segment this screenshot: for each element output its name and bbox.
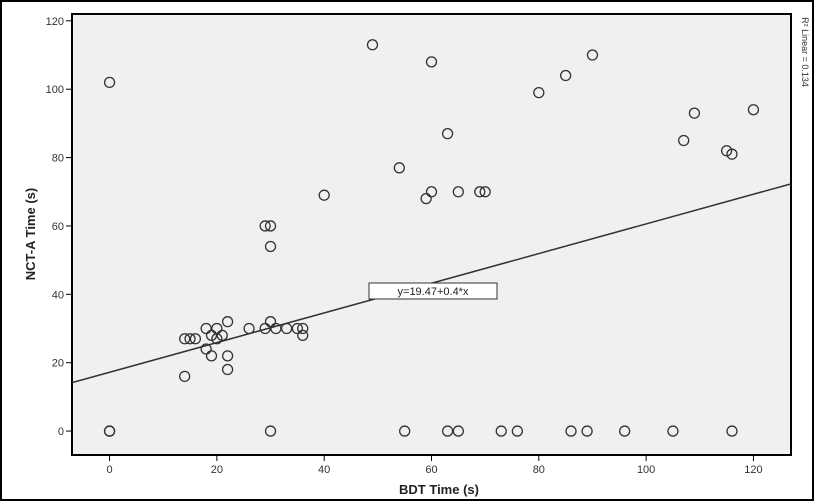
data-point — [318, 189, 330, 201]
data-point — [586, 49, 599, 61]
data-points — [103, 39, 760, 437]
plot-area — [71, 13, 792, 456]
data-point — [205, 350, 218, 362]
data-point — [280, 322, 293, 335]
data-point — [270, 322, 282, 335]
data-point — [264, 316, 277, 328]
data-point — [619, 425, 631, 437]
x-tick-label: 60 — [425, 464, 437, 476]
data-point — [259, 322, 271, 335]
x-tick-label: 20 — [211, 464, 223, 476]
data-point — [179, 370, 191, 383]
x-tick-label: 0 — [106, 464, 112, 476]
data-point — [425, 56, 438, 68]
data-point — [221, 363, 234, 376]
y-tick-label: 80 — [52, 153, 64, 165]
data-point — [420, 192, 432, 205]
data-point — [399, 425, 411, 437]
data-point — [441, 128, 454, 140]
y-tick-label: 60 — [52, 221, 64, 233]
data-point — [479, 186, 491, 198]
data-point — [243, 322, 255, 335]
equation-box — [368, 282, 498, 300]
data-point — [189, 333, 202, 345]
data-point — [565, 425, 577, 437]
data-point — [184, 333, 196, 345]
x-tick-label: 100 — [637, 464, 655, 476]
data-point — [581, 425, 593, 437]
y-tick-label: 40 — [52, 289, 64, 301]
data-point — [678, 134, 690, 147]
x-axis-ticks: 0 20 40 60 80 100 120 — [106, 455, 763, 476]
data-point — [474, 186, 486, 198]
data-point — [200, 322, 212, 335]
data-point — [297, 329, 309, 341]
data-point — [259, 220, 271, 232]
y-tick-label: 120 — [46, 16, 64, 28]
data-point — [452, 186, 464, 198]
data-point — [264, 425, 277, 437]
data-point — [688, 107, 701, 119]
data-point — [452, 425, 464, 437]
data-point — [221, 350, 234, 362]
data-point — [103, 425, 116, 437]
x-axis-title: BDT Time (s) — [399, 482, 479, 497]
y-tick-label: 20 — [52, 358, 64, 370]
data-point — [264, 240, 277, 253]
data-point — [179, 333, 191, 345]
data-point — [297, 322, 309, 335]
data-point — [366, 39, 379, 51]
y-tick-label: 0 — [58, 426, 64, 438]
data-point — [291, 322, 304, 335]
data-point — [393, 162, 405, 174]
data-point — [511, 425, 524, 437]
data-point — [264, 220, 277, 232]
data-point — [200, 343, 212, 355]
equation-label: y=19.47+0.4*x — [398, 286, 469, 298]
r-squared-label: R² Linear = 0.134 — [800, 17, 810, 87]
data-point — [425, 186, 438, 198]
data-point — [726, 425, 738, 437]
x-tick-label: 40 — [318, 464, 330, 476]
data-point — [216, 329, 228, 341]
data-point — [211, 322, 223, 335]
data-point — [533, 86, 545, 99]
data-point — [221, 316, 234, 328]
y-axis-ticks: 0 20 40 60 80 100 120 — [46, 16, 72, 438]
data-point — [726, 148, 738, 160]
x-tick-label: 120 — [744, 464, 762, 476]
data-point — [747, 104, 760, 116]
data-point — [441, 425, 454, 437]
x-tick-label: 80 — [533, 464, 545, 476]
y-tick-label: 100 — [46, 84, 64, 96]
data-point — [667, 425, 679, 437]
data-point — [495, 425, 507, 437]
y-axis-title: NCT-A Time (s) — [23, 188, 38, 280]
data-point — [103, 76, 116, 89]
data-point — [559, 69, 572, 82]
